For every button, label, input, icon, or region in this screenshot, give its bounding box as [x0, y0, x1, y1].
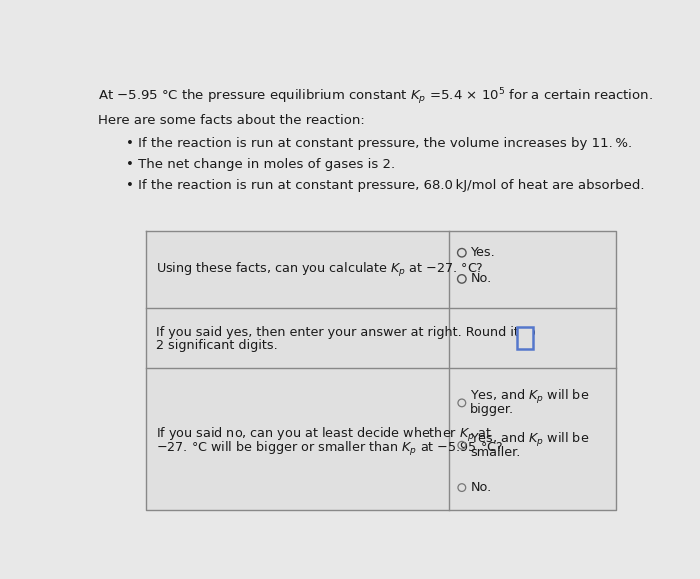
Text: Here are some facts about the reaction:: Here are some facts about the reaction: — [98, 114, 365, 127]
Text: If you said no, can you at least decide whether $K_p$ at: If you said no, can you at least decide … — [157, 426, 493, 444]
Text: No.: No. — [470, 273, 491, 285]
Text: 2 significant digits.: 2 significant digits. — [157, 339, 278, 353]
Bar — [146, 308, 449, 368]
Text: No.: No. — [470, 481, 491, 494]
Text: • If the reaction is run at constant pressure, the volume increases by 11. %.: • If the reaction is run at constant pre… — [126, 137, 632, 150]
Text: smaller.: smaller. — [470, 446, 521, 459]
Text: Yes.: Yes. — [470, 246, 495, 259]
Text: Yes, and $K_p$ will be: Yes, and $K_p$ will be — [470, 389, 589, 406]
Bar — [146, 231, 449, 308]
Text: Yes, and $K_p$ will be: Yes, and $K_p$ will be — [470, 431, 589, 449]
Bar — [449, 231, 616, 308]
Text: bigger.: bigger. — [470, 404, 514, 416]
Text: • If the reaction is run at constant pressure, 68.0 kJ/mol of heat are absorbed.: • If the reaction is run at constant pre… — [126, 179, 645, 192]
Bar — [449, 308, 616, 368]
Text: Using these facts, can you calculate $K_p$ at −27. °C?: Using these facts, can you calculate $K_… — [157, 261, 484, 278]
Text: −27. °C will be bigger or smaller than $K_p$ at −5.95 °C?: −27. °C will be bigger or smaller than $… — [157, 440, 503, 458]
Text: At −5.95 °C the pressure equilibrium constant $K_p$ =5.4 × 10$^5$ for a certain : At −5.95 °C the pressure equilibrium con… — [98, 86, 653, 107]
Bar — [146, 368, 449, 510]
Bar — [517, 328, 533, 349]
Text: • The net change in moles of gases is 2.: • The net change in moles of gases is 2. — [126, 158, 395, 171]
Bar — [449, 368, 616, 510]
Text: If you said yes, then enter your answer at right. Round it to: If you said yes, then enter your answer … — [157, 325, 536, 339]
